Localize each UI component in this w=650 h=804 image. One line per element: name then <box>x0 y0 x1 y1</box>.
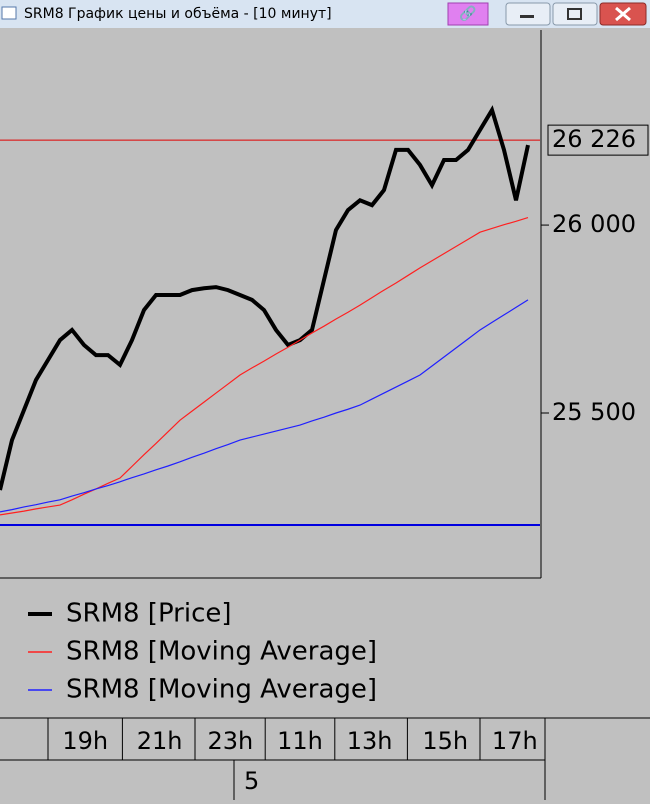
level-label-box <box>547 124 649 156</box>
minimize-button[interactable] <box>505 2 551 26</box>
x-tick-label: 17h <box>492 727 538 755</box>
y-tick-label: 26 000 <box>552 210 636 238</box>
close-icon <box>615 6 631 22</box>
link-button[interactable] <box>447 2 489 26</box>
app-icon <box>1 6 17 20</box>
link-icon: 🔗 <box>459 4 477 22</box>
x-tick-label: 13h <box>347 727 393 755</box>
x-tick-label: 15h <box>422 727 468 755</box>
level-label: 26 226 <box>552 125 636 153</box>
minimize-icon <box>520 15 534 18</box>
legend-label: SRM8 [Price] <box>66 599 232 629</box>
legend-label: SRM8 [Moving Average] <box>66 637 377 667</box>
series-line <box>0 105 530 491</box>
series-line <box>0 216 529 516</box>
maximize-button[interactable] <box>552 2 598 26</box>
x-tick-label: 21h <box>137 727 183 755</box>
x-tick-label: 23h <box>208 727 254 755</box>
series-line <box>0 299 529 513</box>
legend-label: SRM8 [Moving Average] <box>66 675 377 705</box>
y-tick-label: 25 500 <box>552 398 636 426</box>
x-tick-label: 11h <box>277 727 323 755</box>
window-title: SRM8 График цены и объёма - [10 минут] <box>24 6 332 22</box>
maximize-icon <box>567 8 582 20</box>
date-label: 5 <box>244 767 259 795</box>
x-tick-label: 19h <box>62 727 108 755</box>
